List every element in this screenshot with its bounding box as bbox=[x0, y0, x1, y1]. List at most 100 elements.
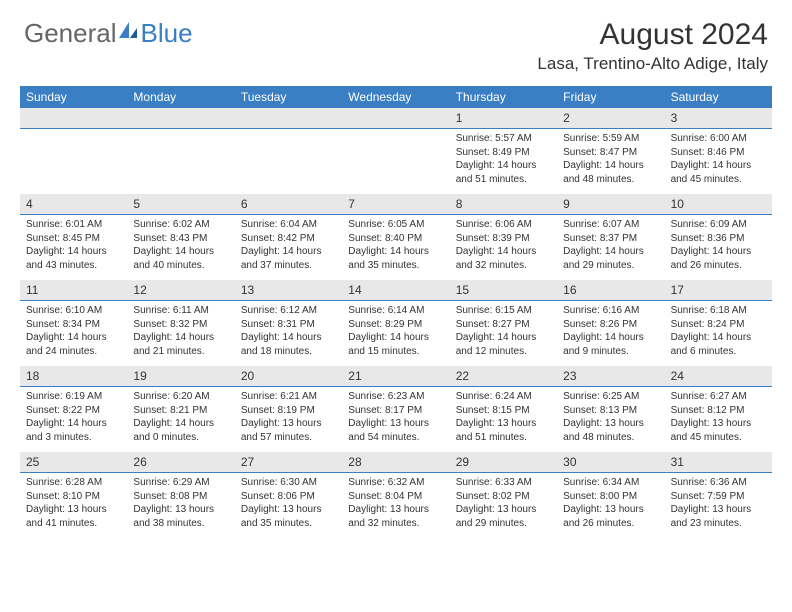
location-text: Lasa, Trentino-Alto Adige, Italy bbox=[537, 54, 768, 74]
calendar: SundayMondayTuesdayWednesdayThursdayFrid… bbox=[20, 86, 772, 538]
daylight-text: Daylight: 14 hours bbox=[671, 245, 766, 259]
header: General Blue August 2024 Lasa, Trentino-… bbox=[0, 0, 792, 78]
sunset-text: Sunset: 8:42 PM bbox=[241, 232, 336, 246]
sunrise-text: Sunrise: 6:36 AM bbox=[671, 476, 766, 490]
date-number: 22 bbox=[450, 366, 557, 386]
sunrise-text: Sunrise: 6:04 AM bbox=[241, 218, 336, 232]
sunrise-text: Sunrise: 6:16 AM bbox=[563, 304, 658, 318]
day-cell: Sunrise: 6:29 AMSunset: 8:08 PMDaylight:… bbox=[127, 473, 234, 538]
daylight-text: and 43 minutes. bbox=[26, 259, 121, 273]
date-number: 12 bbox=[127, 280, 234, 300]
sunrise-text: Sunrise: 6:12 AM bbox=[241, 304, 336, 318]
day-cell bbox=[127, 129, 234, 194]
day-cell: Sunrise: 6:01 AMSunset: 8:45 PMDaylight:… bbox=[20, 215, 127, 280]
day-cell: Sunrise: 6:19 AMSunset: 8:22 PMDaylight:… bbox=[20, 387, 127, 452]
daylight-text: and 41 minutes. bbox=[26, 517, 121, 531]
daylight-text: and 48 minutes. bbox=[563, 431, 658, 445]
date-number: 18 bbox=[20, 366, 127, 386]
day-cell: Sunrise: 6:10 AMSunset: 8:34 PMDaylight:… bbox=[20, 301, 127, 366]
day-cell: Sunrise: 6:11 AMSunset: 8:32 PMDaylight:… bbox=[127, 301, 234, 366]
daylight-text: and 24 minutes. bbox=[26, 345, 121, 359]
daylight-text: Daylight: 13 hours bbox=[348, 417, 443, 431]
daylight-text: and 15 minutes. bbox=[348, 345, 443, 359]
daylight-text: Daylight: 14 hours bbox=[456, 245, 551, 259]
day-cell: Sunrise: 6:07 AMSunset: 8:37 PMDaylight:… bbox=[557, 215, 664, 280]
date-number-row: 45678910 bbox=[20, 194, 772, 215]
daylight-text: and 3 minutes. bbox=[26, 431, 121, 445]
daylight-text: and 38 minutes. bbox=[133, 517, 228, 531]
sunset-text: Sunset: 8:26 PM bbox=[563, 318, 658, 332]
date-number: 10 bbox=[665, 194, 772, 214]
daylight-text: Daylight: 14 hours bbox=[671, 331, 766, 345]
day-header-row: SundayMondayTuesdayWednesdayThursdayFrid… bbox=[20, 86, 772, 108]
sunset-text: Sunset: 8:39 PM bbox=[456, 232, 551, 246]
day-header: Saturday bbox=[665, 86, 772, 108]
sunset-text: Sunset: 8:36 PM bbox=[671, 232, 766, 246]
date-number: 1 bbox=[450, 108, 557, 128]
sunrise-text: Sunrise: 6:06 AM bbox=[456, 218, 551, 232]
data-row: Sunrise: 6:10 AMSunset: 8:34 PMDaylight:… bbox=[20, 301, 772, 366]
day-header: Sunday bbox=[20, 86, 127, 108]
sunset-text: Sunset: 8:02 PM bbox=[456, 490, 551, 504]
daylight-text: Daylight: 13 hours bbox=[456, 417, 551, 431]
date-number: 2 bbox=[557, 108, 664, 128]
sunset-text: Sunset: 7:59 PM bbox=[671, 490, 766, 504]
sunrise-text: Sunrise: 6:24 AM bbox=[456, 390, 551, 404]
daylight-text: and 35 minutes. bbox=[241, 517, 336, 531]
daylight-text: and 35 minutes. bbox=[348, 259, 443, 273]
date-number: 29 bbox=[450, 452, 557, 472]
sunrise-text: Sunrise: 6:14 AM bbox=[348, 304, 443, 318]
daylight-text: Daylight: 13 hours bbox=[348, 503, 443, 517]
date-number: 4 bbox=[20, 194, 127, 214]
daylight-text: Daylight: 13 hours bbox=[563, 503, 658, 517]
sunrise-text: Sunrise: 6:28 AM bbox=[26, 476, 121, 490]
date-number: 19 bbox=[127, 366, 234, 386]
data-row: Sunrise: 6:19 AMSunset: 8:22 PMDaylight:… bbox=[20, 387, 772, 452]
sunset-text: Sunset: 8:21 PM bbox=[133, 404, 228, 418]
daylight-text: and 12 minutes. bbox=[456, 345, 551, 359]
sunset-text: Sunset: 8:22 PM bbox=[26, 404, 121, 418]
day-cell: Sunrise: 6:20 AMSunset: 8:21 PMDaylight:… bbox=[127, 387, 234, 452]
logo-text-general: General bbox=[24, 18, 117, 49]
sunrise-text: Sunrise: 6:29 AM bbox=[133, 476, 228, 490]
sunrise-text: Sunrise: 6:30 AM bbox=[241, 476, 336, 490]
day-header: Friday bbox=[557, 86, 664, 108]
sunrise-text: Sunrise: 6:00 AM bbox=[671, 132, 766, 146]
sunset-text: Sunset: 8:00 PM bbox=[563, 490, 658, 504]
sunrise-text: Sunrise: 6:27 AM bbox=[671, 390, 766, 404]
day-cell: Sunrise: 6:33 AMSunset: 8:02 PMDaylight:… bbox=[450, 473, 557, 538]
sunset-text: Sunset: 8:06 PM bbox=[241, 490, 336, 504]
daylight-text: and 45 minutes. bbox=[671, 431, 766, 445]
date-number-row: 11121314151617 bbox=[20, 280, 772, 301]
day-cell: Sunrise: 6:24 AMSunset: 8:15 PMDaylight:… bbox=[450, 387, 557, 452]
daylight-text: and 21 minutes. bbox=[133, 345, 228, 359]
date-number-row: 18192021222324 bbox=[20, 366, 772, 387]
day-cell: Sunrise: 6:32 AMSunset: 8:04 PMDaylight:… bbox=[342, 473, 449, 538]
day-cell: Sunrise: 6:36 AMSunset: 7:59 PMDaylight:… bbox=[665, 473, 772, 538]
date-number: 7 bbox=[342, 194, 449, 214]
sunset-text: Sunset: 8:08 PM bbox=[133, 490, 228, 504]
day-cell: Sunrise: 6:15 AMSunset: 8:27 PMDaylight:… bbox=[450, 301, 557, 366]
daylight-text: Daylight: 14 hours bbox=[241, 245, 336, 259]
date-number: 5 bbox=[127, 194, 234, 214]
date-number bbox=[20, 108, 127, 128]
date-number: 25 bbox=[20, 452, 127, 472]
day-header: Thursday bbox=[450, 86, 557, 108]
daylight-text: Daylight: 13 hours bbox=[563, 417, 658, 431]
date-number: 15 bbox=[450, 280, 557, 300]
date-number bbox=[235, 108, 342, 128]
sunrise-text: Sunrise: 6:33 AM bbox=[456, 476, 551, 490]
date-number: 30 bbox=[557, 452, 664, 472]
date-number: 6 bbox=[235, 194, 342, 214]
sunset-text: Sunset: 8:12 PM bbox=[671, 404, 766, 418]
date-number: 31 bbox=[665, 452, 772, 472]
sunrise-text: Sunrise: 6:32 AM bbox=[348, 476, 443, 490]
title-block: August 2024 Lasa, Trentino-Alto Adige, I… bbox=[537, 18, 768, 74]
daylight-text: and 32 minutes. bbox=[348, 517, 443, 531]
sunset-text: Sunset: 8:46 PM bbox=[671, 146, 766, 160]
day-cell: Sunrise: 6:04 AMSunset: 8:42 PMDaylight:… bbox=[235, 215, 342, 280]
sunrise-text: Sunrise: 5:57 AM bbox=[456, 132, 551, 146]
day-cell bbox=[342, 129, 449, 194]
date-number: 9 bbox=[557, 194, 664, 214]
date-number: 26 bbox=[127, 452, 234, 472]
